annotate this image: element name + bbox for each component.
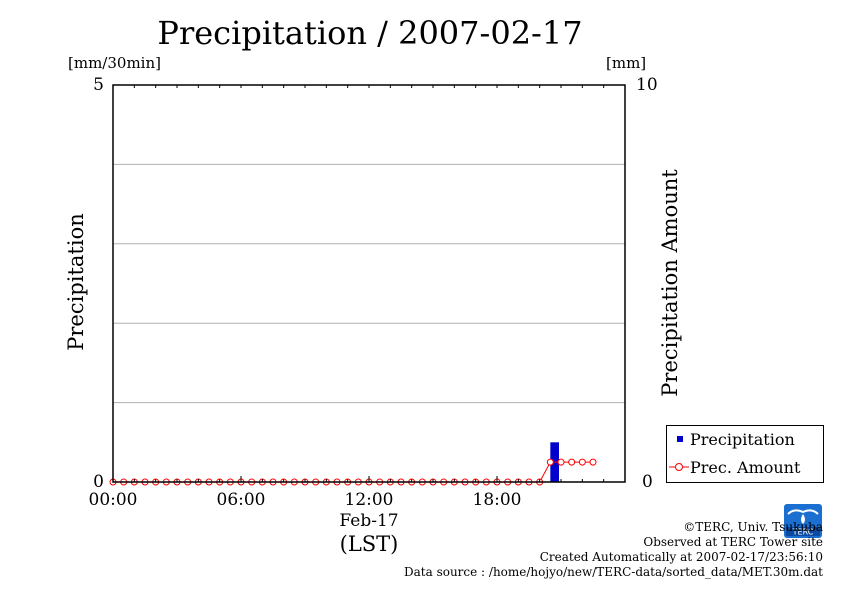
legend-label: Prec. Amount — [690, 458, 801, 477]
legend: Precipitation Prec. Amount — [666, 425, 824, 483]
amount-line-path — [113, 461, 593, 483]
x-tick-label: 18:00 — [472, 490, 522, 510]
observed-text: Observed at TERC Tower site — [643, 535, 823, 549]
x-axis-unit-label: (LST) — [339, 532, 399, 556]
grid-lines — [113, 163, 625, 404]
legend-circle-marker — [669, 463, 689, 471]
logo-text: TERC — [792, 528, 814, 537]
right-tick-min: 0 — [642, 472, 653, 492]
x-tick-label: 12:00 — [344, 490, 394, 510]
x-axis-date-label: Feb-17 — [339, 511, 399, 531]
left-axis-unit: [mm/30min] — [68, 54, 161, 72]
amount-point — [546, 458, 554, 466]
amount-line — [109, 458, 597, 486]
axis-ticks — [112, 85, 626, 482]
copyright-text: ©TERC, Univ. Tsukuba — [683, 520, 823, 534]
x-tick-label: 00:00 — [88, 490, 138, 510]
left-tick-max: 5 — [93, 75, 104, 95]
plot-frame — [112, 84, 626, 483]
amount-point — [557, 458, 565, 466]
terc-logo: TERC — [784, 504, 822, 538]
right-axis-unit: [mm] — [606, 54, 647, 72]
created-text: Created Automatically at 2007-02-17/23:5… — [539, 550, 823, 564]
legend-label: Precipitation — [690, 430, 795, 449]
chart-title: Precipitation / 2007-02-17 — [157, 14, 583, 52]
amount-point — [578, 458, 586, 466]
amount-point — [589, 458, 597, 466]
footer: ©TERC, Univ. Tsukuba Observed at TERC To… — [404, 520, 823, 580]
amount-point — [568, 458, 576, 466]
legend-square-marker — [677, 436, 683, 442]
source-text: Data source : /home/hojyo/new/TERC-data/… — [404, 565, 823, 579]
right-tick-max: 10 — [636, 75, 658, 95]
x-tick-label: 06:00 — [216, 490, 266, 510]
left-tick-min: 0 — [93, 472, 104, 492]
